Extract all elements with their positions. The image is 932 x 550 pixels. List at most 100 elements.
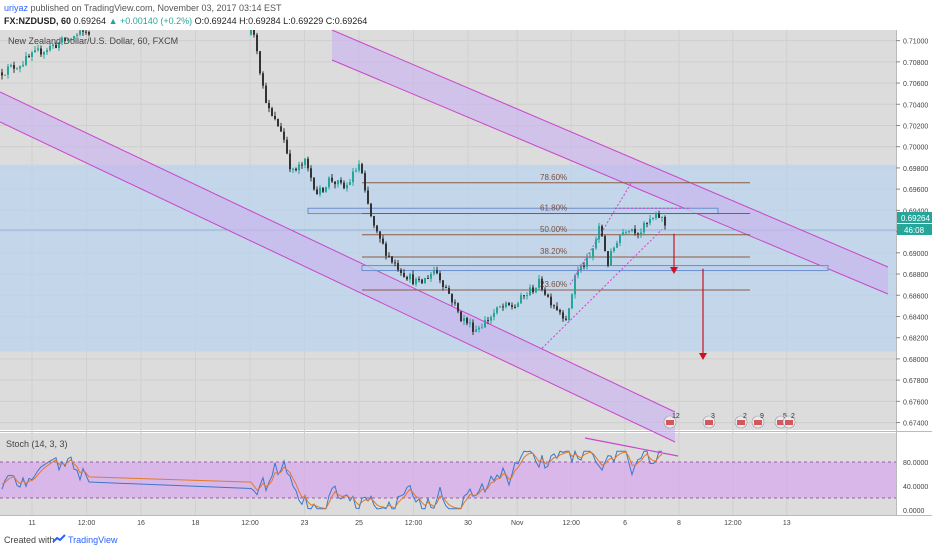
candle-body: [55, 44, 57, 48]
rising-channel-upper[interactable]: [569, 181, 633, 285]
price-tick-label: 0.68800: [903, 272, 928, 279]
price-tick-label: 0.68000: [903, 357, 928, 364]
candle-body: [16, 68, 18, 70]
candle-body: [40, 48, 42, 55]
candle-body: [475, 329, 477, 332]
candle-body: [424, 278, 426, 284]
time-axis[interactable]: 11 12:00 16 18 12:00 23 25 12:00 30 Nov 12:00 6 8 12:…: [28, 520, 790, 527]
last-price: 0.69264: [73, 16, 107, 26]
upper-channel-top-line[interactable]: [331, 30, 889, 268]
candle-body: [313, 177, 315, 190]
candle-body: [409, 274, 411, 280]
tradingview-brand[interactable]: TradingView: [68, 535, 118, 545]
candle-body: [358, 164, 360, 171]
candle-body: [37, 48, 39, 51]
stoch-band: [0, 462, 896, 498]
candle-body: [493, 312, 495, 318]
candle-body: [442, 280, 444, 288]
candle-body: [625, 232, 627, 234]
candle-body: [634, 228, 636, 234]
upper-channel-bottom-line[interactable]: [331, 59, 889, 295]
event-flag-stripe: [785, 420, 793, 425]
footer: Created with TradingView: [0, 530, 932, 550]
price-tick-label: 0.70200: [903, 123, 928, 130]
time-tick-label: 8: [677, 520, 681, 527]
candle-body: [388, 255, 390, 257]
candle-body: [517, 303, 519, 308]
candle-body: [613, 247, 615, 252]
candle-body: [397, 263, 399, 270]
candle-body: [418, 278, 420, 280]
price-tick-label: 0.70400: [903, 102, 928, 109]
time-tick-label: 23: [301, 520, 309, 527]
candle-body: [655, 213, 657, 218]
time-tick-label: 18: [192, 520, 200, 527]
candle-body: [271, 108, 273, 116]
chart-title: New Zealand Dollar/U.S. Dollar, 60, FXCM: [8, 36, 178, 46]
candle-body: [547, 294, 549, 297]
author-link[interactable]: uriyaz: [4, 3, 29, 13]
stochastic-oscillator: 80.0000 40.0000 0.0000: [0, 437, 928, 515]
target-arrows[interactable]: [670, 233, 707, 360]
price-tick-label: 0.67400: [903, 421, 928, 428]
price-tick-label: 0.70800: [903, 60, 928, 67]
candle-body: [610, 251, 612, 266]
candle-body: [289, 153, 291, 170]
candle-body: [19, 66, 21, 69]
fib-label: 38.20%: [540, 247, 567, 256]
event-flags[interactable]: 12 3 2 9 5 2: [663, 413, 796, 429]
candle-body: [349, 182, 351, 185]
candle-body: [454, 302, 456, 304]
candle-body: [646, 222, 648, 224]
descending-channels[interactable]: [0, 30, 889, 443]
price-chart[interactable]: 78.60%61.80%50.00%38.20%23.60% 12 3 2 9 5 2 N…: [0, 30, 932, 530]
fib-label: 23.60%: [540, 280, 567, 289]
candle-body: [274, 115, 276, 119]
candle-body: [436, 270, 438, 274]
candle-body: [43, 51, 45, 55]
candle-body: [370, 203, 372, 217]
candle-body: [31, 52, 33, 57]
candle-body: [298, 164, 300, 171]
candle-body: [340, 180, 342, 183]
arrow-short-target-head[interactable]: [670, 267, 678, 275]
candle-body: [535, 287, 537, 293]
candle-body: [568, 308, 570, 320]
candle-body: [658, 213, 660, 218]
candle-body: [13, 65, 15, 69]
chart-header: uriyaz published on TradingView.com, Nov…: [0, 0, 932, 30]
fib-label: 50.00%: [540, 225, 567, 234]
last-price-box: [897, 212, 932, 223]
stoch-divergence-line: [584, 437, 679, 457]
time-tick-label: 6: [623, 520, 627, 527]
candle-body: [556, 306, 558, 311]
candle-body: [301, 164, 303, 166]
candle-body: [505, 302, 507, 308]
candle-body: [502, 306, 504, 308]
candle-body: [343, 182, 345, 189]
candle-body: [76, 34, 78, 37]
candle-body: [280, 126, 282, 132]
event-flag-stripe: [754, 420, 762, 425]
lower-channel-bottom-line[interactable]: [0, 121, 676, 443]
fib-retracement[interactable]: 78.60% 61.80% 50.00% 38.20% 23.60%: [362, 173, 750, 291]
time-tick-label: 12:00: [78, 520, 96, 527]
support-box[interactable]: [361, 265, 829, 272]
candle-body: [82, 30, 84, 32]
candle-body: [616, 242, 618, 248]
candle-body: [85, 31, 87, 33]
candle-body: [484, 320, 486, 328]
candle-body: [34, 50, 36, 53]
candle-body: [28, 56, 30, 58]
rising-channel[interactable]: [541, 181, 690, 349]
candle-body: [268, 102, 270, 109]
last-price-tag: 0.69264 46:08: [897, 212, 932, 235]
lower-channel-fill: [0, 92, 675, 442]
rising-channel-lower[interactable]: [541, 229, 663, 349]
candle-body: [382, 238, 384, 244]
lower-channel-top-line[interactable]: [0, 91, 676, 413]
time-tick-label: 30: [464, 520, 472, 527]
arrow-long-target-head[interactable]: [699, 352, 707, 360]
candle-body: [277, 118, 279, 127]
upper-channel-fill: [332, 30, 888, 294]
